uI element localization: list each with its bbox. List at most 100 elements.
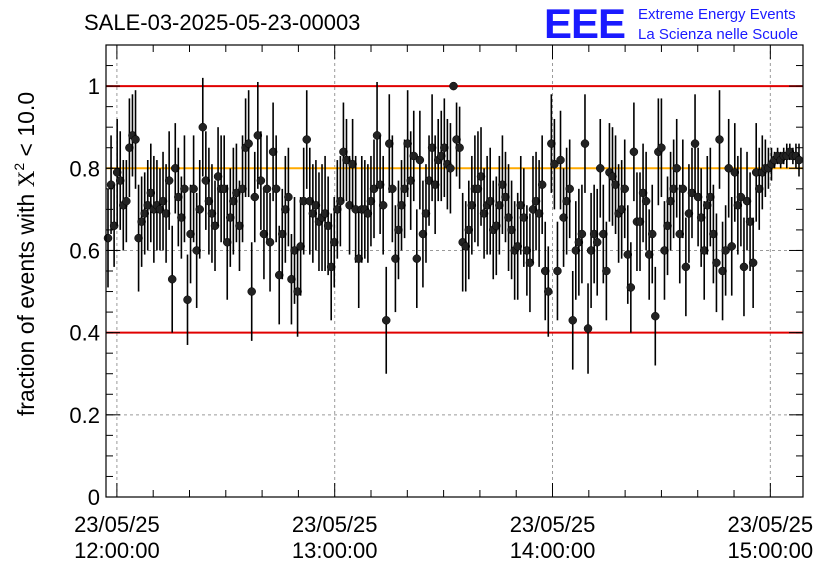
data-point <box>164 176 174 185</box>
data-point <box>519 213 529 222</box>
data-point <box>467 201 477 210</box>
data-point <box>103 233 113 243</box>
data-point <box>177 213 186 222</box>
data-point <box>715 135 724 144</box>
data-point <box>195 205 204 214</box>
data-point <box>391 254 400 263</box>
data-point <box>693 192 703 202</box>
data-point <box>412 254 422 263</box>
data-point <box>232 188 241 198</box>
data-point <box>369 184 379 194</box>
data-point <box>171 164 180 173</box>
data-point <box>296 242 305 251</box>
data-point <box>684 209 694 218</box>
x-tick-date-label: 23/05/25 <box>510 512 596 537</box>
data-point <box>222 237 232 247</box>
data-point <box>406 176 415 185</box>
x-tick-date-label: 23/05/25 <box>74 512 160 537</box>
data-point <box>620 184 629 194</box>
data-point <box>547 139 556 148</box>
data-point <box>574 237 584 247</box>
data-point <box>397 201 406 210</box>
data-point <box>687 188 697 198</box>
data-point <box>617 205 626 214</box>
data-point <box>736 192 746 202</box>
data-point <box>602 266 611 276</box>
data-point <box>473 184 483 194</box>
data-point <box>446 164 455 173</box>
data-point <box>253 131 263 140</box>
data-point <box>244 139 253 148</box>
y-axis-label-symbol: X <box>14 170 39 187</box>
data-point <box>644 250 654 259</box>
data-point <box>596 164 605 173</box>
data-point <box>348 159 357 169</box>
data-point <box>452 135 461 144</box>
svg-text:fraction of events with X2 < 1: fraction of events with X2 < 10.0 <box>11 92 39 416</box>
data-point <box>333 205 342 214</box>
data-point <box>550 159 559 169</box>
data-point <box>599 229 608 239</box>
data-point <box>140 209 149 218</box>
data-point <box>464 225 474 235</box>
data-point <box>611 180 620 189</box>
y-tick-label: 0.2 <box>69 403 100 428</box>
data-point <box>580 139 590 148</box>
data-point <box>287 274 296 284</box>
data-point <box>623 250 633 259</box>
logo-text-line2: La Scienza nelle Scuole <box>638 26 799 43</box>
data-point <box>293 287 302 296</box>
data-point <box>626 283 636 292</box>
data-point <box>339 147 348 157</box>
data-point <box>608 172 617 181</box>
data-point <box>281 205 290 214</box>
data-point <box>712 258 721 268</box>
data-point <box>274 270 284 280</box>
data-point <box>134 233 143 243</box>
y-axis-label-superscript: 2 <box>11 163 27 171</box>
data-point <box>268 147 278 157</box>
data-point <box>739 262 749 272</box>
data-point <box>378 201 388 210</box>
data-point <box>271 184 281 194</box>
data-point <box>531 196 541 206</box>
data-point <box>498 180 507 189</box>
data-point <box>174 192 183 202</box>
x-tick-time-label: 14:00:00 <box>510 538 596 563</box>
data-point <box>336 196 345 206</box>
grid-lines <box>106 45 803 497</box>
data-point <box>388 184 397 194</box>
data-point <box>161 209 171 218</box>
data-point <box>556 155 565 165</box>
data-point <box>635 217 645 226</box>
data-point <box>375 180 385 189</box>
data-point <box>660 246 669 255</box>
data-point <box>366 196 376 206</box>
data-point <box>544 287 553 296</box>
data-point <box>213 172 223 181</box>
data-point <box>354 254 363 263</box>
x-tick-time-label: 15:00:00 <box>728 538 814 563</box>
data-point <box>262 184 272 194</box>
data-point <box>742 196 752 206</box>
data-point <box>537 180 547 189</box>
data-point <box>323 221 333 231</box>
data-point <box>657 143 666 152</box>
plot-frame <box>105 44 804 498</box>
data-point <box>733 201 743 210</box>
data-point <box>666 196 675 206</box>
data-point <box>192 246 201 255</box>
data-point <box>122 196 131 206</box>
logo-text-line1: Extreme Energy Events <box>638 6 796 23</box>
data-point <box>400 184 409 194</box>
y-tick-label: 0 <box>88 485 100 510</box>
data-point <box>703 201 712 210</box>
data-point <box>672 164 681 173</box>
data-point <box>278 229 287 239</box>
data-point <box>342 155 351 165</box>
data-point <box>207 209 217 218</box>
x-tick-date-label: 23/05/25 <box>292 512 378 537</box>
data-point <box>189 184 198 194</box>
data-point <box>385 139 394 148</box>
